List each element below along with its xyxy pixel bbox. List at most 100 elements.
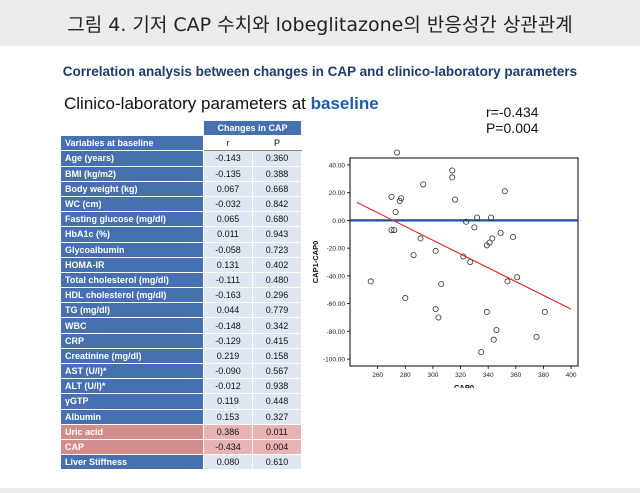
row-p-value: 0.158	[252, 347, 302, 365]
row-variable: BMI (kg/m2)	[60, 165, 204, 182]
plot-frame	[349, 157, 579, 367]
data-point	[487, 214, 494, 221]
correlation-table: Changes in CAP Variables at baseline r P…	[60, 119, 302, 471]
data-point	[463, 218, 470, 225]
table-row: HbA1c (%) 0.011 0.943	[60, 226, 302, 243]
y-tick-label: 20.00	[329, 190, 346, 197]
row-p-value: 0.680	[252, 211, 302, 228]
row-p-value: 0.480	[252, 271, 302, 289]
x-tick-label: 280	[400, 372, 411, 379]
table-header-variables: Variables at baseline	[60, 135, 204, 152]
y-tick-label: 40.00	[329, 162, 346, 169]
table-row: HDL cholesterol (mg/dl) -0.163 0.296	[60, 287, 302, 304]
x-tick-label: 340	[483, 372, 494, 379]
row-p-value: 0.779	[252, 302, 302, 319]
data-point	[449, 174, 456, 181]
figure-title: 그림 4. 기저 CAP 수치와 lobeglitazone의 반응성간 상관관…	[67, 13, 573, 36]
y-tick-label: -100.00	[323, 357, 345, 364]
row-variable: ALT (U/l)*	[60, 378, 204, 395]
table-row: HOMA-IR 0.131 0.402	[60, 256, 302, 273]
data-point	[541, 308, 548, 315]
data-point	[402, 295, 409, 302]
row-r-value: -0.012	[203, 378, 253, 395]
data-point	[452, 196, 459, 203]
row-r-value: 0.080	[203, 454, 253, 471]
table-column-header-row: Variables at baseline r P	[60, 135, 302, 152]
row-r-value: -0.058	[203, 241, 253, 258]
data-point	[432, 247, 439, 254]
row-variable: γGTP	[60, 393, 204, 410]
row-p-value: 0.567	[252, 362, 302, 380]
row-p-value: 0.296	[252, 287, 302, 304]
row-variable: Body weight (kg)	[60, 180, 204, 197]
data-point	[514, 274, 521, 281]
table-row: Age (years) -0.143 0.360	[60, 150, 302, 167]
row-variable: Age (years)	[60, 150, 204, 167]
data-point	[471, 224, 478, 231]
data-point	[435, 314, 442, 321]
data-point	[392, 209, 399, 216]
data-point	[501, 188, 508, 195]
bottom-bar	[0, 488, 640, 493]
row-p-value: 0.943	[252, 226, 302, 243]
x-tick-label: 300	[427, 372, 438, 379]
row-variable: HbA1c (%)	[60, 226, 204, 243]
row-p-value: 0.402	[252, 256, 302, 273]
table-row: Glycoalbumin -0.058 0.723	[60, 241, 302, 258]
correlation-stats: r=-0.434 P=0.004	[486, 104, 539, 136]
table-row: ALT (U/l)* -0.012 0.938	[60, 378, 302, 395]
table-header-p: P	[252, 135, 302, 152]
x-tick-label: 320	[455, 372, 466, 379]
y-tick-label: -80.00	[327, 329, 346, 336]
x-axis-label: CAP0	[454, 383, 474, 388]
row-p-value: 0.448	[252, 393, 302, 410]
data-point	[483, 308, 490, 315]
data-point	[504, 278, 511, 285]
data-point	[367, 278, 374, 285]
data-point	[478, 349, 485, 356]
figure-subtitle: Correlation analysis between changes in …	[62, 64, 578, 79]
data-point	[474, 214, 481, 221]
y-tick-label: -60.00	[327, 301, 346, 308]
row-variable: WBC	[60, 317, 204, 334]
table-row: WC (cm) -0.032 0.842	[60, 195, 302, 213]
table-row: Uric acid 0.386 0.011	[60, 423, 302, 440]
row-r-value: -0.135	[203, 165, 253, 182]
table-row: TG (mg/dl) 0.044 0.779	[60, 302, 302, 319]
data-point	[432, 306, 439, 313]
x-tick-label: 400	[566, 372, 577, 379]
stat-r: r=-0.434	[486, 104, 539, 120]
row-p-value: 0.842	[252, 195, 302, 213]
row-r-value: -0.434	[203, 438, 253, 456]
row-variable: CRP	[60, 332, 204, 349]
data-point	[533, 333, 540, 340]
x-tick-label: 260	[372, 372, 383, 379]
row-p-value: 0.011	[252, 423, 302, 440]
row-p-value: 0.342	[252, 317, 302, 334]
row-p-value: 0.723	[252, 241, 302, 258]
row-p-value: 0.668	[252, 180, 302, 197]
data-point	[490, 336, 497, 343]
data-point	[449, 167, 456, 174]
row-r-value: 0.386	[203, 423, 253, 440]
x-tick-label: 380	[538, 372, 549, 379]
row-variable: Uric acid	[60, 423, 204, 440]
data-point	[410, 252, 417, 259]
data-point	[493, 326, 500, 333]
data-point	[388, 193, 395, 200]
row-variable: HOMA-IR	[60, 256, 204, 273]
stat-p: P=0.004	[486, 120, 539, 136]
row-r-value: -0.129	[203, 332, 253, 349]
row-r-value: -0.090	[203, 362, 253, 380]
data-point	[438, 281, 445, 288]
table-group-header-row: Changes in CAP	[60, 119, 302, 137]
row-variable: Glycoalbumin	[60, 241, 204, 258]
table-row: Creatinine (mg/dl) 0.219 0.158	[60, 347, 302, 365]
row-variable: Creatinine (mg/dl)	[60, 347, 204, 365]
y-tick-label: -20.00	[327, 246, 346, 253]
regression-line	[356, 201, 572, 310]
data-point	[396, 197, 403, 204]
row-r-value: 0.219	[203, 347, 253, 365]
row-r-value: -0.148	[203, 317, 253, 334]
row-r-value: 0.067	[203, 180, 253, 197]
